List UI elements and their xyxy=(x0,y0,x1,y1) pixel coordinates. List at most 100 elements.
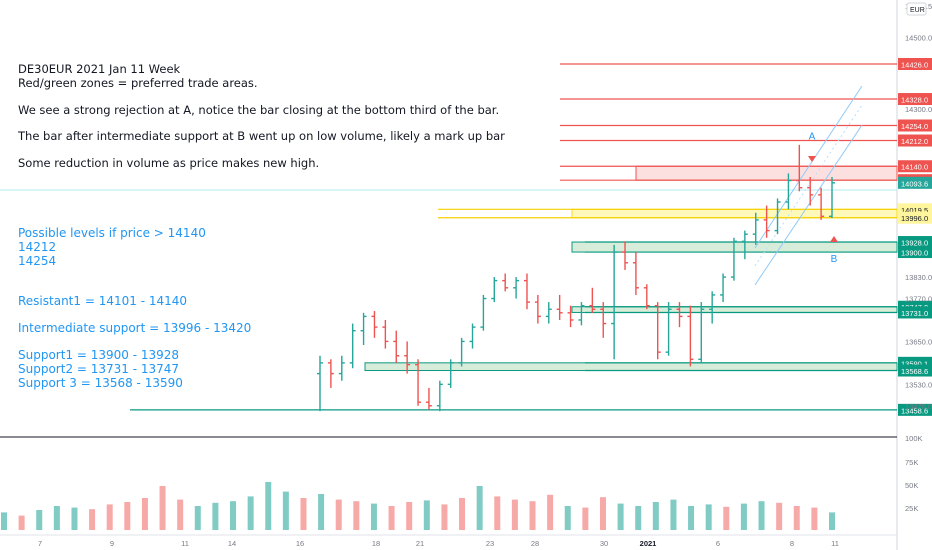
price-label-bg-15 xyxy=(898,403,932,416)
volume-bar xyxy=(194,506,201,530)
price-tick-1: 14300.0 xyxy=(905,105,932,114)
note-title: DE30EUR 2021 Jan 11 Week xyxy=(18,62,181,76)
volume-bar xyxy=(177,499,184,530)
price-label-8: 13996.0 xyxy=(901,214,928,223)
price-tick-2: 13830.0 xyxy=(905,273,932,282)
volume-bar xyxy=(705,504,712,530)
time-tick-6: 21 xyxy=(416,539,424,548)
level-1: 14212 xyxy=(18,240,57,254)
price-tick-5: 13530.0 xyxy=(905,380,932,389)
volume-bar xyxy=(159,486,166,530)
marker-b-arrow-icon xyxy=(830,236,838,242)
price-label-bg-9 xyxy=(898,236,932,249)
price-tick-0: 14500.0 xyxy=(905,34,932,43)
volume-bar xyxy=(36,510,43,530)
time-tick-4: 16 xyxy=(296,539,304,548)
volume-bar xyxy=(652,502,659,530)
trend-channel xyxy=(754,85,863,286)
volume-bar xyxy=(300,498,307,530)
note-para3: Some reduction in volume as price makes … xyxy=(18,156,320,170)
volume-bar xyxy=(599,497,606,530)
volume-bar xyxy=(1,512,7,530)
price-label-bg-10 xyxy=(898,246,932,259)
volume-bar xyxy=(370,503,377,530)
price-label-9: 13928.0 xyxy=(901,239,928,248)
note-para1: We see a strong rejection at A, notice t… xyxy=(18,103,500,117)
price-axis: 14426.014328.014254.014212.014140.014101… xyxy=(898,2,932,513)
time-tick-5: 18 xyxy=(372,539,380,548)
price-label-14: 13568.6 xyxy=(901,367,928,376)
time-tick-10: 2021 xyxy=(640,539,657,548)
volume-bar xyxy=(106,504,113,530)
price-tick-6: 13470.0 xyxy=(905,402,932,411)
marker-b-label: B xyxy=(831,254,838,265)
time-tick-7: 23 xyxy=(486,539,494,548)
channel-lower-line xyxy=(754,124,863,286)
price-label-bg-1 xyxy=(898,93,932,106)
volume-bar xyxy=(423,500,430,530)
time-tick-3: 14 xyxy=(228,539,236,548)
currency-box xyxy=(906,2,927,16)
price-label-12: 13731.0 xyxy=(901,309,928,318)
grid xyxy=(0,0,898,550)
price-label-7: 14019.5 xyxy=(901,206,928,215)
price-label-bg-12 xyxy=(898,306,932,319)
note-zones: Red/green zones = preferred trade areas. xyxy=(18,76,258,90)
marker-a-arrow-icon xyxy=(808,156,816,162)
price-label-bg-8 xyxy=(898,211,932,224)
volume-bar xyxy=(688,506,695,530)
volume-bar xyxy=(494,496,501,530)
price-tick-4: 13650.0 xyxy=(905,337,932,346)
volume-bar xyxy=(582,507,589,530)
currency-label: EUR xyxy=(910,7,925,14)
volume-bar xyxy=(441,504,448,530)
price-label-bg-6 xyxy=(898,176,932,189)
price-label-6: 14093.6 xyxy=(901,179,928,188)
channel-upper-line xyxy=(754,85,863,249)
volume-tick-3: 25K xyxy=(905,504,918,513)
price-label-10: 13900.0 xyxy=(901,249,928,258)
volume-bar xyxy=(511,499,518,530)
note-para2: The bar after intermediate support at B … xyxy=(18,129,505,143)
resistant-note: Resistant1 = 14101 - 14140 xyxy=(18,294,188,308)
volume-bar xyxy=(388,506,395,530)
candles xyxy=(317,144,835,412)
volume-bar xyxy=(829,512,835,530)
zone-support2 xyxy=(571,306,898,313)
volume-bar xyxy=(476,486,483,530)
volume-bar xyxy=(617,503,624,530)
time-tick-1: 9 xyxy=(110,539,114,548)
price-label-bg-2 xyxy=(898,119,932,132)
price-label-bg-0 xyxy=(898,58,932,70)
price-label-13: 13590.1 xyxy=(901,359,928,368)
volume-bar xyxy=(141,498,148,530)
volume-bar xyxy=(230,501,237,530)
volume-bar xyxy=(811,507,818,530)
time-tick-13: 11 xyxy=(831,539,839,548)
price-label-4: 14140.0 xyxy=(901,163,928,172)
time-tick-12: 8 xyxy=(790,539,794,548)
level-2: 14254 xyxy=(18,254,57,268)
volume-bar xyxy=(212,502,219,530)
volume-tick-1: 75K xyxy=(905,458,918,467)
volume-bar xyxy=(635,506,642,530)
volume-bar xyxy=(247,496,254,530)
volume-bar xyxy=(335,499,342,530)
volume-bar xyxy=(282,491,289,530)
support2-note: Support2 = 13731 - 13747 xyxy=(18,362,180,376)
price-label-bg-14 xyxy=(898,364,932,377)
price-label-1: 14328.0 xyxy=(901,96,928,105)
time-tick-9: 30 xyxy=(600,539,608,548)
volume-bar xyxy=(71,507,78,530)
volume-bar xyxy=(547,494,554,530)
volume-bar xyxy=(776,502,783,530)
intermediate-note: Intermediate support = 13996 - 13420 xyxy=(18,321,252,335)
price-label-bg-3 xyxy=(898,134,932,147)
volume-bar xyxy=(53,506,60,530)
time-tick-0: 7 xyxy=(38,539,42,548)
time-axis: 7 9 11 14 16 18 21 23 28 30 2021 6 8 11 xyxy=(0,534,897,548)
volume-bar xyxy=(318,494,325,530)
volume-bar xyxy=(670,499,677,530)
volume-bar xyxy=(564,506,571,530)
